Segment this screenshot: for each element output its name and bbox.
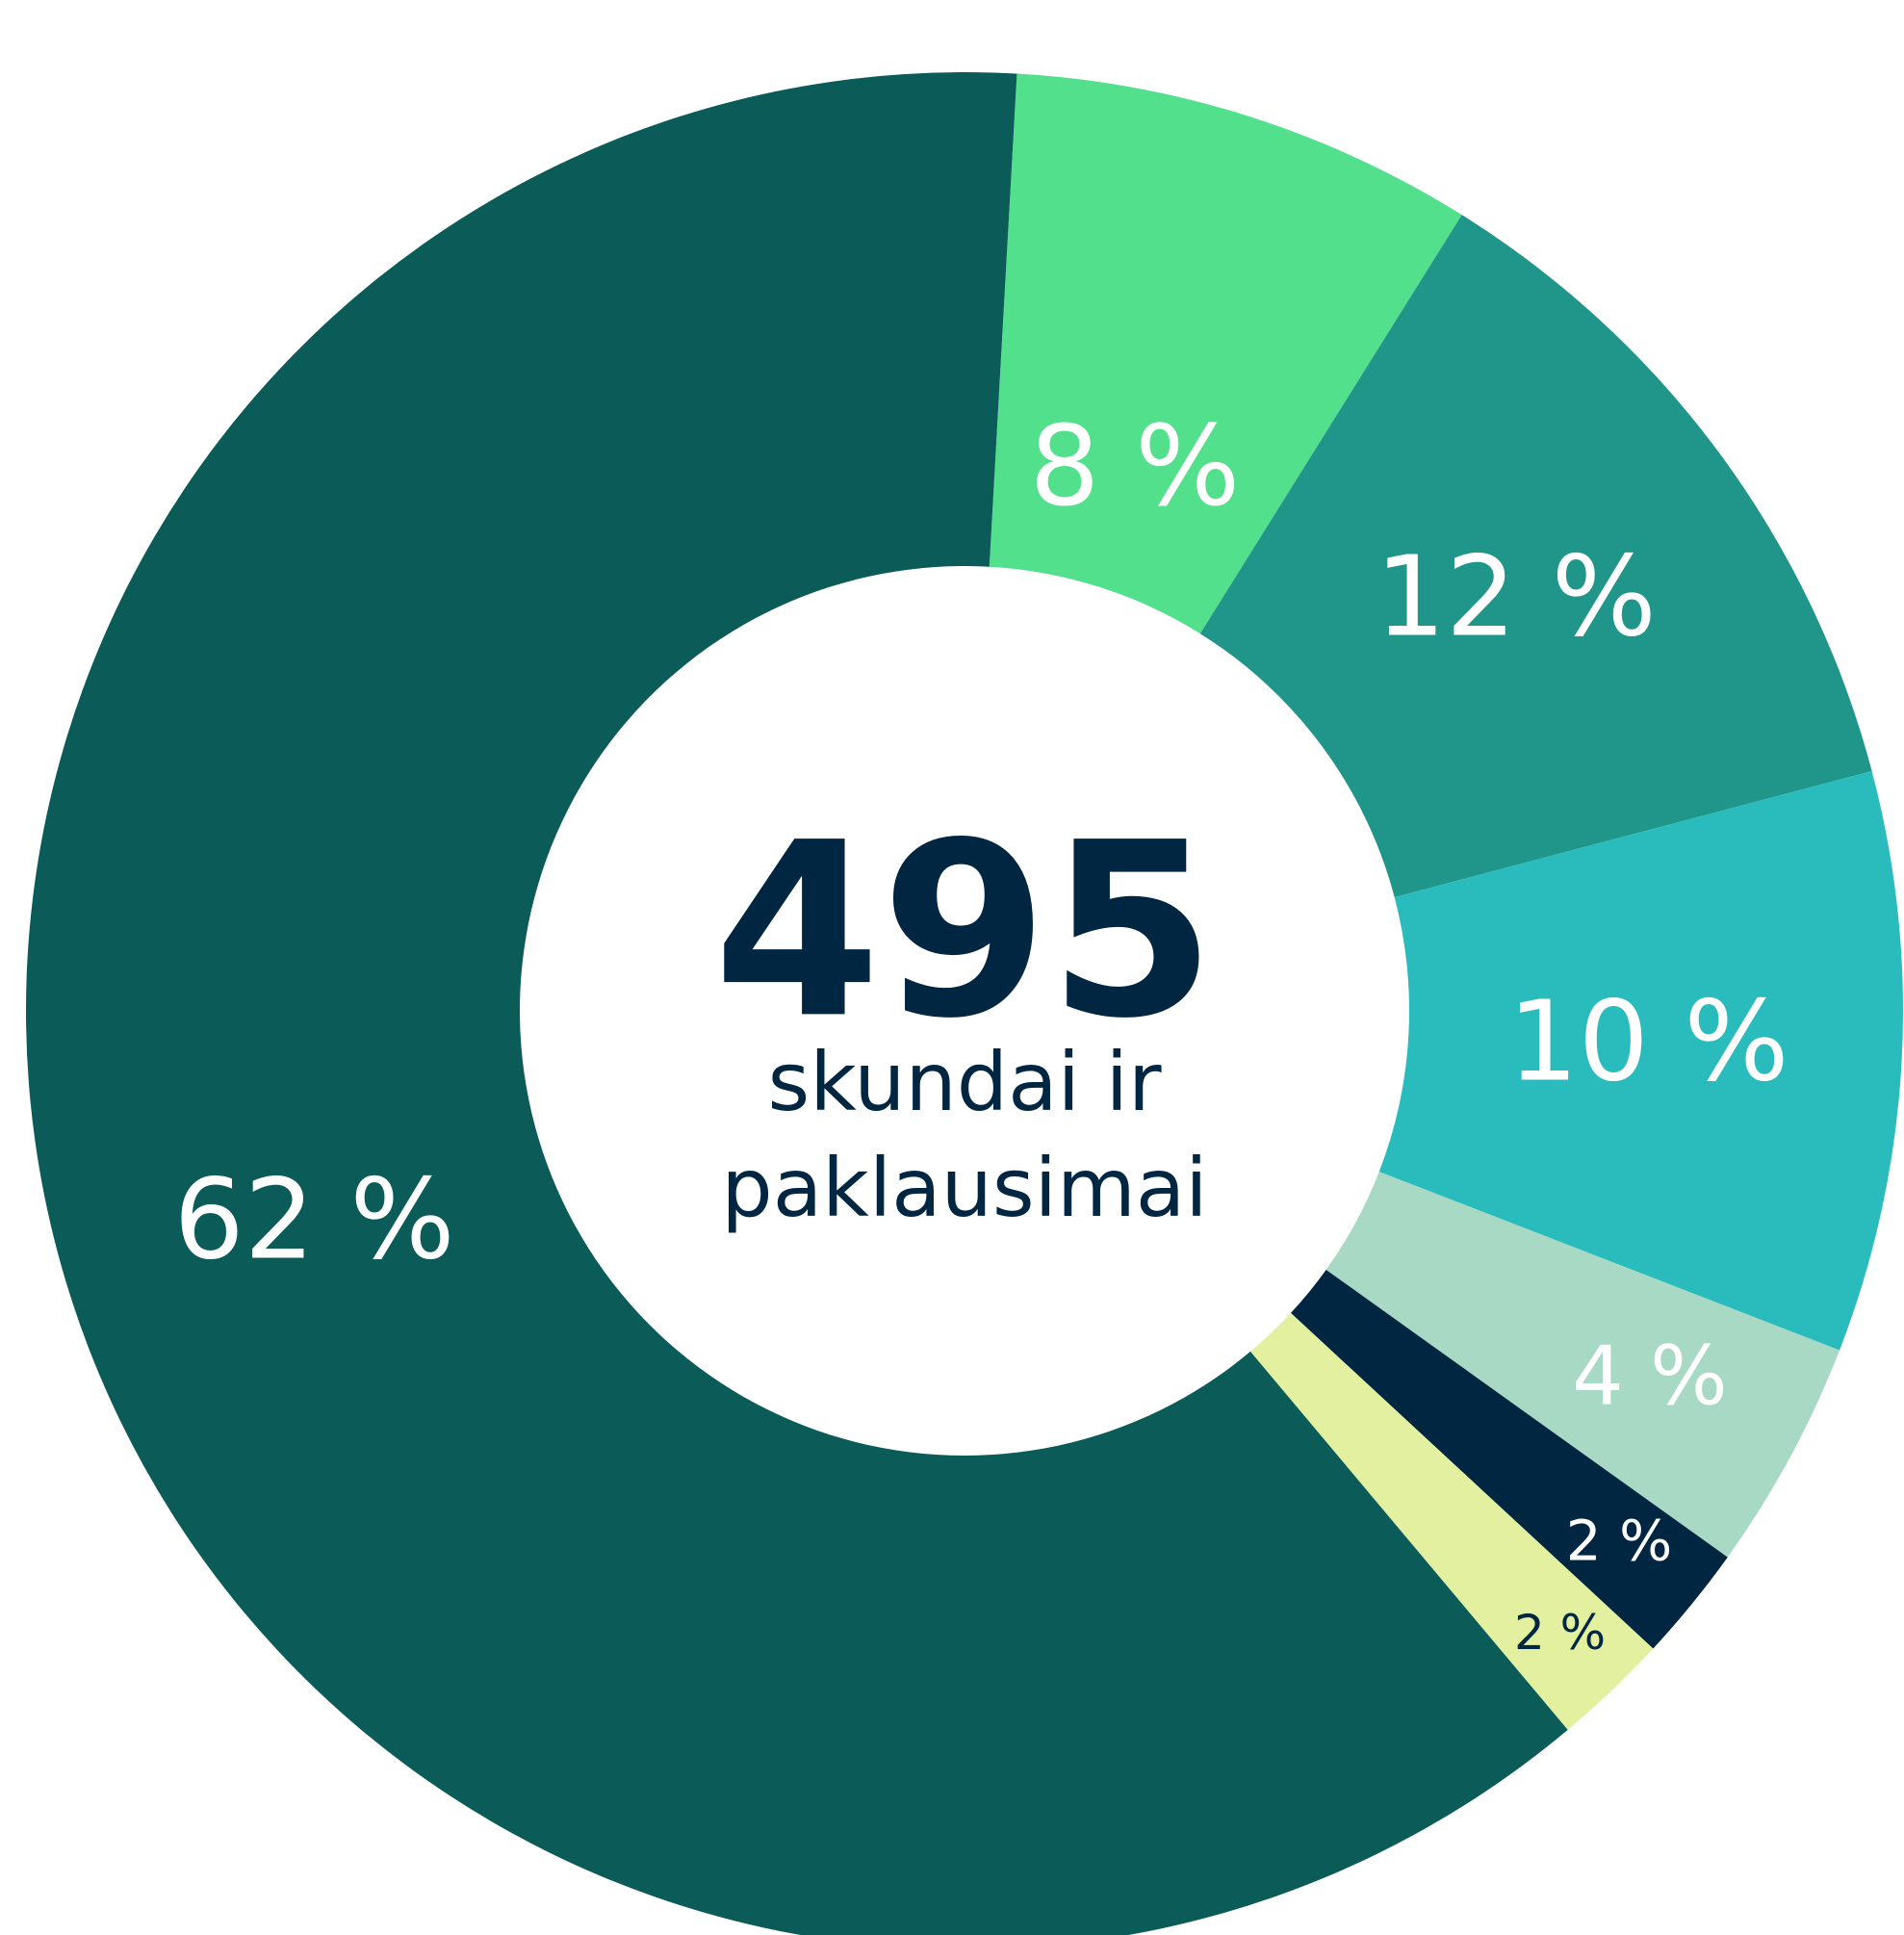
- slice-label: 62 %: [174, 1155, 455, 1284]
- slice: [1199, 215, 1872, 897]
- center-value: 495: [713, 790, 1216, 1071]
- slice-label: 2 %: [1514, 1605, 1606, 1661]
- center-caption: paklausimai: [721, 1141, 1207, 1235]
- slice: [1325, 1172, 1840, 1558]
- slice: [25, 72, 1568, 1935]
- slice: [989, 73, 1462, 634]
- slice-label: 10 %: [1508, 977, 1789, 1106]
- slice: [1290, 1269, 1728, 1649]
- slice-label: 12 %: [1376, 532, 1657, 661]
- slice: [1378, 770, 1903, 1351]
- slice-label: 8 %: [1029, 402, 1240, 531]
- slice-label: 4 %: [1572, 1329, 1728, 1424]
- slice: [1249, 1312, 1654, 1730]
- slice-label: 2 %: [1566, 1509, 1672, 1574]
- center-caption: skundai ir: [767, 1035, 1161, 1129]
